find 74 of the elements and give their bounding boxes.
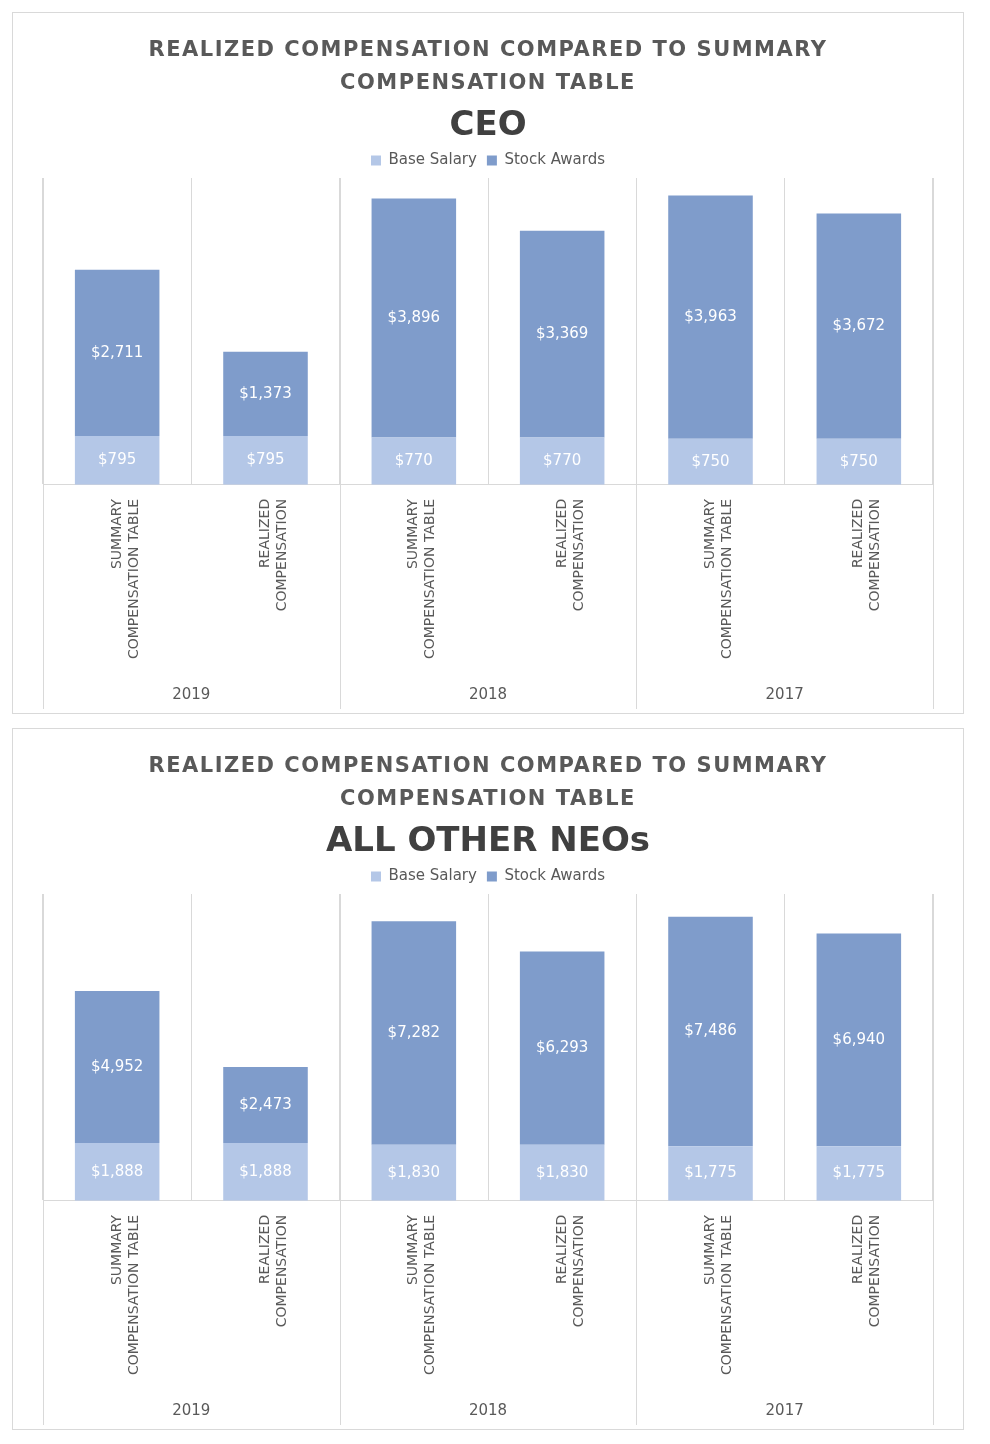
x-tick-label: SUMMARY COMPENSATION TABLE	[404, 498, 438, 659]
data-label: $1,830	[535, 1162, 589, 1181]
bar	[816, 933, 902, 1147]
data-label: $4,952	[90, 1056, 144, 1075]
x-tick-label: REALIZED COMPENSATION	[849, 1214, 883, 1328]
data-label: $770	[543, 451, 582, 470]
bar	[371, 437, 457, 485]
x-tick-label: SUMMARY COMPENSATION TABLE	[404, 1214, 438, 1375]
data-label: $1,830	[387, 1162, 441, 1181]
legend-label: Stock Awards	[504, 866, 606, 885]
text: 2019	[172, 1400, 211, 1419]
bar	[519, 951, 605, 1145]
data-label: $1,775	[832, 1163, 886, 1182]
data-label: $1,775	[684, 1163, 737, 1182]
chart-subtitle: ALL OTHER NEOs	[324, 819, 652, 859]
x-tick-label: SUMMARY COMPENSATION TABLE	[701, 1214, 734, 1375]
legend-label: Base Salary	[388, 866, 478, 885]
text: 2018	[468, 1400, 508, 1419]
data-label: $1,888	[90, 1161, 144, 1180]
data-label: $795	[246, 450, 285, 469]
data-label: $7,282	[387, 1022, 441, 1041]
bar	[371, 921, 457, 1145]
bar	[816, 213, 902, 439]
data-label: $3,963	[684, 307, 737, 326]
bar	[223, 1067, 308, 1143]
chart-title: REALIZED COMPENSATION COMPARED TO SUMMARY COMPENSATION TABLE	[147, 36, 829, 96]
x-tick-label: SUMMARY COMPENSATION TABLE	[107, 1214, 141, 1375]
bar	[223, 436, 308, 485]
data-label: $1,888	[239, 1161, 292, 1180]
bar	[223, 1142, 308, 1201]
text: 2019	[172, 684, 211, 703]
x-tick-label: REALIZED COMPENSATION	[256, 498, 289, 612]
bar	[74, 269, 160, 437]
data-label: $3,369	[535, 324, 589, 343]
chart-title: REALIZED COMPENSATION COMPARED TO SUMMARY COMPENSATION TABLE	[147, 752, 829, 812]
x-tick-label: REALIZED COMPENSATION	[552, 498, 586, 612]
data-label: $6,293	[535, 1038, 589, 1057]
data-label: $6,940	[832, 1029, 886, 1048]
legend-label: Stock Awards	[504, 150, 606, 169]
bar	[371, 198, 457, 438]
text: 2017	[765, 684, 804, 703]
x-tick-label: REALIZED COMPENSATION	[849, 498, 883, 612]
bar	[668, 438, 753, 485]
data-label: $2,711	[90, 342, 144, 361]
bar	[74, 1142, 160, 1201]
chart-subtitle: CEO	[448, 103, 528, 143]
text: 2018	[468, 684, 508, 703]
data-label: $7,486	[684, 1021, 737, 1040]
bar	[519, 230, 605, 438]
data-label: $2,473	[239, 1094, 292, 1113]
bar	[223, 351, 308, 437]
bar	[519, 1144, 605, 1201]
bar	[816, 1146, 902, 1201]
bar	[74, 436, 160, 485]
bar	[668, 195, 753, 439]
data-label: $770	[394, 451, 433, 470]
bar	[371, 1144, 457, 1201]
data-label: $795	[98, 450, 137, 469]
data-label: $3,896	[387, 307, 441, 326]
data-label: $3,672	[832, 316, 886, 335]
text: 2017	[765, 1400, 804, 1419]
bar	[519, 437, 605, 485]
x-tick-label: SUMMARY COMPENSATION TABLE	[701, 498, 734, 659]
data-label: $1,373	[239, 383, 292, 402]
bar	[816, 438, 902, 485]
x-tick-label: REALIZED COMPENSATION	[256, 1214, 289, 1328]
x-tick-label: REALIZED COMPENSATION	[552, 1214, 586, 1328]
bar	[74, 990, 160, 1143]
legend-label: Base Salary	[388, 150, 478, 169]
data-label: $750	[839, 451, 878, 470]
bar	[668, 1146, 753, 1201]
data-label: $750	[691, 451, 730, 470]
x-tick-label: SUMMARY COMPENSATION TABLE	[107, 498, 141, 659]
bar	[668, 916, 753, 1147]
